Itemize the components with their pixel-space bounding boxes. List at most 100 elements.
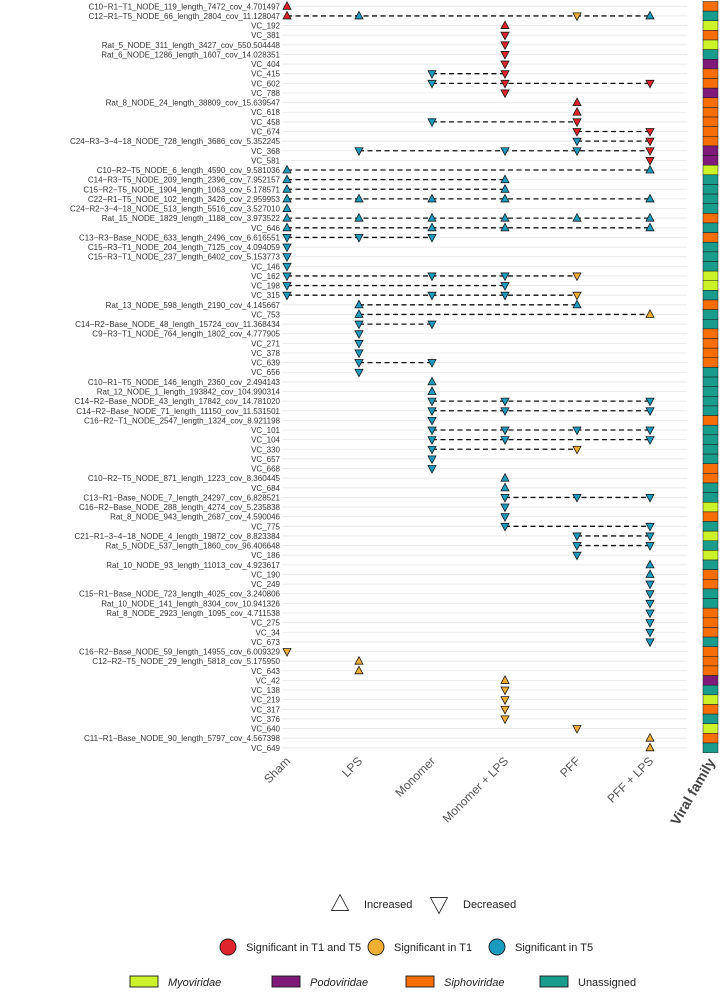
family-cell — [702, 347, 719, 359]
row-labels: C10−R1−T1_NODE_119_length_7472_cov_4.701… — [70, 2, 281, 753]
marker-down-blue — [354, 320, 364, 330]
family-cell — [702, 213, 719, 224]
marker-down-blue — [354, 339, 364, 349]
family-cell — [702, 116, 719, 127]
row-label: VC_162 — [251, 272, 280, 281]
row-label: VC_458 — [251, 118, 280, 127]
marker-down-orange — [572, 445, 582, 455]
marker-down-red — [645, 128, 655, 137]
marker-down-blue — [645, 522, 655, 532]
marker-up-red — [282, 0, 292, 10]
column-label: Sham — [261, 754, 293, 786]
marker-down-red — [500, 79, 510, 89]
family-cell — [702, 540, 719, 551]
family-cell — [702, 694, 719, 705]
row-gridlines — [282, 5, 687, 749]
marker-down-red — [645, 137, 655, 147]
row-label: Rat_13_NODE_598_length_2190_cov_4.145667 — [106, 301, 281, 310]
marker-down-blue — [500, 291, 510, 301]
column-label: LPS — [339, 754, 365, 780]
family-cell — [702, 588, 719, 599]
family-cell — [702, 1, 719, 12]
viral-family-axis-label: Viral family — [667, 755, 718, 828]
marker-down-blue — [427, 118, 437, 128]
marker-up-orange — [500, 675, 510, 684]
legend-triangle-down — [429, 897, 449, 915]
family-cell — [702, 193, 719, 204]
marker-down-blue — [645, 599, 655, 609]
marker-down-blue — [645, 609, 655, 619]
row-label: Rat_10_NODE_141_length_8304_cov_10.94132… — [101, 599, 280, 608]
family-cell — [702, 684, 719, 696]
row-label: VC_753 — [251, 310, 280, 319]
row-label: Rat_12_NODE_1_length_193842_cov_104.9903… — [97, 388, 281, 397]
family-cell — [702, 713, 719, 724]
marker-down-red — [500, 31, 510, 41]
marker-down-blue — [572, 494, 582, 503]
legend-dot — [367, 938, 385, 956]
family-cell — [702, 261, 719, 272]
row-label: C24−R3−3−4−18_NODE_728_length_3686_cov_5… — [70, 137, 281, 146]
row-label: C10−R1−T5_NODE_146_length_2360_cov_2.494… — [88, 378, 281, 387]
marker-down-red — [500, 60, 510, 70]
family-cell — [702, 511, 719, 522]
row-label: Rat_8_NODE_943_length_2687_cov_4.590046 — [110, 513, 280, 522]
marker-up-blue — [354, 193, 364, 203]
row-label: Rat_8_NODE_2923_length_1095_cov_4.711538 — [106, 609, 280, 618]
row-label: VC_378 — [251, 349, 280, 358]
viral-family-bar — [702, 1, 719, 753]
family-cell — [702, 164, 719, 176]
family-cell — [702, 270, 719, 282]
marker-down-blue — [645, 426, 655, 436]
marker-up-blue — [427, 212, 437, 222]
family-cell — [702, 665, 719, 676]
legend-triangle-up — [330, 893, 350, 911]
row-label: VC_192 — [251, 22, 280, 31]
marker-down-orange — [500, 696, 510, 705]
marker-down-blue — [572, 542, 582, 551]
marker-up-orange — [645, 309, 655, 318]
legend-dot — [488, 938, 506, 956]
row-label: C16−R2−Base_NODE_288_length_4274_cov_5.2… — [79, 503, 281, 512]
legend-direction-up: Increased — [330, 893, 412, 911]
marker-up-blue — [282, 193, 292, 203]
legend-family-Myo: Myoviridae — [129, 975, 221, 989]
row-label: VC_618 — [251, 108, 280, 117]
marker-up-blue — [500, 472, 510, 482]
marker-down-blue — [354, 330, 364, 340]
marker-down-blue — [427, 397, 437, 407]
marker-down-blue — [354, 359, 364, 368]
legend-label: Podoviridae — [310, 977, 368, 989]
marker-down-blue — [427, 426, 437, 436]
row-label: VC_146 — [251, 262, 280, 271]
row-label: C14−R2−Base_NODE_48_length_15724_cov_11.… — [75, 320, 280, 329]
family-cell — [702, 579, 719, 590]
family-cell — [702, 521, 719, 532]
legend-label: Significant in T1 — [394, 942, 472, 954]
family-cell — [702, 203, 719, 214]
legend-direction-down: Decreased — [429, 897, 516, 915]
legend-label: Siphoviridae — [444, 977, 505, 989]
marker-down-blue — [427, 233, 437, 243]
row-label: VC_368 — [251, 147, 280, 156]
marker-down-blue — [282, 243, 292, 253]
marker-down-blue — [500, 426, 510, 436]
family-cell — [702, 39, 719, 50]
marker-up-blue — [282, 174, 292, 184]
marker-down-blue — [282, 291, 292, 301]
marker-down-blue — [427, 359, 437, 368]
marker-down-blue — [572, 147, 582, 157]
row-label: C13−R3−Base_NODE_633_length_2496_cov_6.6… — [79, 233, 281, 242]
family-cell — [702, 617, 719, 628]
marker-up-blue — [354, 309, 364, 318]
marker-down-red — [572, 128, 582, 137]
row-label: Rat_15_NODE_1829_length_1188_cov_3.97352… — [102, 214, 281, 223]
marker-down-blue — [427, 436, 437, 445]
row-label: C9−R3−T1_NODE_764_length_1802_cov_4.7779… — [92, 330, 280, 339]
family-cell — [702, 550, 719, 561]
marker-up-blue — [427, 222, 437, 232]
family-cell — [702, 241, 719, 253]
marker-down-blue — [282, 272, 292, 282]
marker-down-blue — [282, 282, 292, 291]
